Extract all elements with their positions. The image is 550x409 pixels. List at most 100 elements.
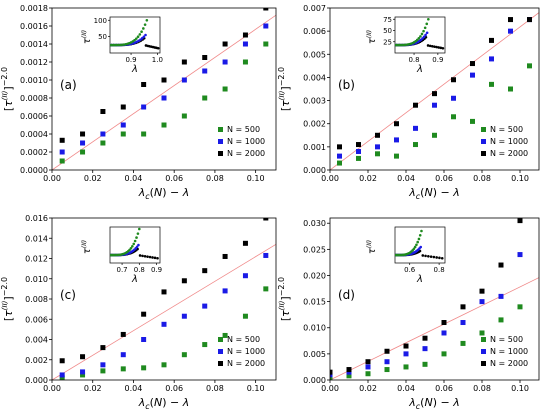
y-tick-label: 0.0004	[20, 130, 48, 139]
inset-x-tick-label: 1.0	[152, 56, 163, 64]
data-point	[330, 374, 333, 380]
inset-x-tick-label: 0.8	[408, 56, 419, 64]
inset-x-tick-label: 0.7	[116, 266, 127, 274]
x-tick-label: 0.04	[397, 174, 415, 183]
data-point	[80, 372, 86, 378]
legend-swatch	[481, 151, 486, 156]
data-point	[460, 340, 466, 346]
plot-frame	[51, 7, 277, 171]
data-point	[356, 148, 361, 154]
y-tick-label: 0.000	[303, 376, 326, 385]
data-point	[330, 369, 333, 375]
data-point	[263, 23, 269, 29]
data-point	[222, 59, 228, 65]
data-point	[100, 345, 106, 351]
panel-label: (b)	[338, 78, 355, 92]
data-point	[120, 352, 126, 358]
inset-point	[140, 30, 143, 33]
data-point	[422, 335, 428, 341]
series-n1000	[59, 252, 269, 378]
y-tick-label: 0.007	[303, 4, 326, 13]
x-tick-label: 0.02	[84, 174, 102, 183]
data-point	[479, 299, 485, 305]
x-axis-label: λc(N) − λ	[138, 186, 189, 201]
inset-point	[153, 256, 157, 260]
inset-point	[144, 33, 147, 37]
data-point	[479, 330, 485, 336]
inset-plot: 0.8 0.9 25 50 75 λ τ(II)	[366, 16, 446, 75]
data-point	[413, 142, 418, 148]
y-tick-label: 0.008	[25, 295, 48, 304]
x-axis-label: λc(N) − λ	[138, 396, 189, 409]
data-point	[460, 320, 466, 326]
inset-y-tick-label: 75	[383, 16, 392, 24]
inset-point	[133, 239, 137, 243]
y-axis-label: [τ(II)]−2.0	[0, 277, 15, 321]
inset-point	[419, 35, 422, 38]
inset-point	[425, 22, 429, 26]
data-point	[100, 368, 106, 374]
data-point	[470, 61, 475, 67]
data-point	[527, 63, 532, 69]
data-point	[242, 273, 248, 279]
inset-point	[146, 255, 149, 258]
y-tick-label: 0.0012	[20, 58, 48, 67]
inset-x-tick-label: 0.9	[432, 56, 443, 64]
y-tick-label: 0.006	[25, 315, 48, 324]
data-point	[161, 122, 167, 128]
x-tick-label: 0.06	[165, 384, 183, 393]
panel-b: 0.00 0.02 0.04 0.06 0.08 0.10 0.000 0.001 0.002 0…	[277, 4, 540, 201]
data-point	[394, 153, 399, 159]
data-point	[394, 121, 399, 127]
inset-x-tick-label: 0.6	[404, 266, 416, 274]
legend-label: N = 2000	[490, 359, 528, 368]
data-point	[508, 86, 513, 92]
data-point	[202, 95, 208, 101]
y-tick-label: 0.0014	[20, 40, 48, 49]
inset-point	[429, 255, 433, 258]
data-point	[489, 56, 494, 62]
inset-point	[136, 232, 140, 235]
x-tick-label: 0.06	[435, 174, 453, 183]
inset-x-tick-label: 0.8	[134, 266, 145, 274]
data-point	[337, 153, 342, 159]
x-tick-label: 0.08	[473, 174, 491, 183]
inset-x-axis-label: λ	[131, 64, 138, 75]
data-point	[120, 131, 126, 137]
data-point	[141, 337, 147, 342]
data-point	[346, 367, 352, 373]
inset-point	[435, 256, 438, 259]
y-tick-label: 0.0000	[20, 166, 48, 175]
inset-point	[151, 256, 154, 259]
data-point	[346, 369, 352, 375]
legend-swatch	[218, 361, 223, 366]
inset-x-axis-label: λ	[416, 274, 423, 285]
data-point	[242, 313, 248, 319]
data-point	[479, 288, 485, 294]
x-tick-label: 0.10	[247, 384, 265, 393]
inset-point	[417, 237, 421, 241]
data-point	[59, 149, 65, 155]
y-axis-label: [τ(II)]−2.0	[277, 67, 292, 111]
data-point	[441, 351, 447, 357]
y-tick-label: 0.010	[303, 324, 326, 333]
inset-point	[441, 46, 445, 50]
data-point	[508, 28, 513, 34]
fit-line	[52, 14, 276, 170]
legend-swatch	[481, 127, 486, 132]
inset-point	[135, 236, 138, 239]
inset-point	[131, 244, 134, 248]
data-point	[141, 365, 147, 371]
data-point	[384, 359, 390, 365]
data-point	[384, 367, 390, 373]
inset-point	[143, 23, 147, 26]
legend-swatch	[218, 139, 223, 144]
data-point	[161, 321, 167, 327]
inset-x-axis-label: λ	[131, 274, 138, 285]
data-point	[242, 59, 248, 65]
data-point	[394, 137, 399, 143]
legend-label: N = 1000	[227, 137, 265, 146]
y-tick-label: 0.005	[303, 50, 326, 59]
data-point	[222, 86, 228, 92]
inset-point	[427, 17, 430, 21]
